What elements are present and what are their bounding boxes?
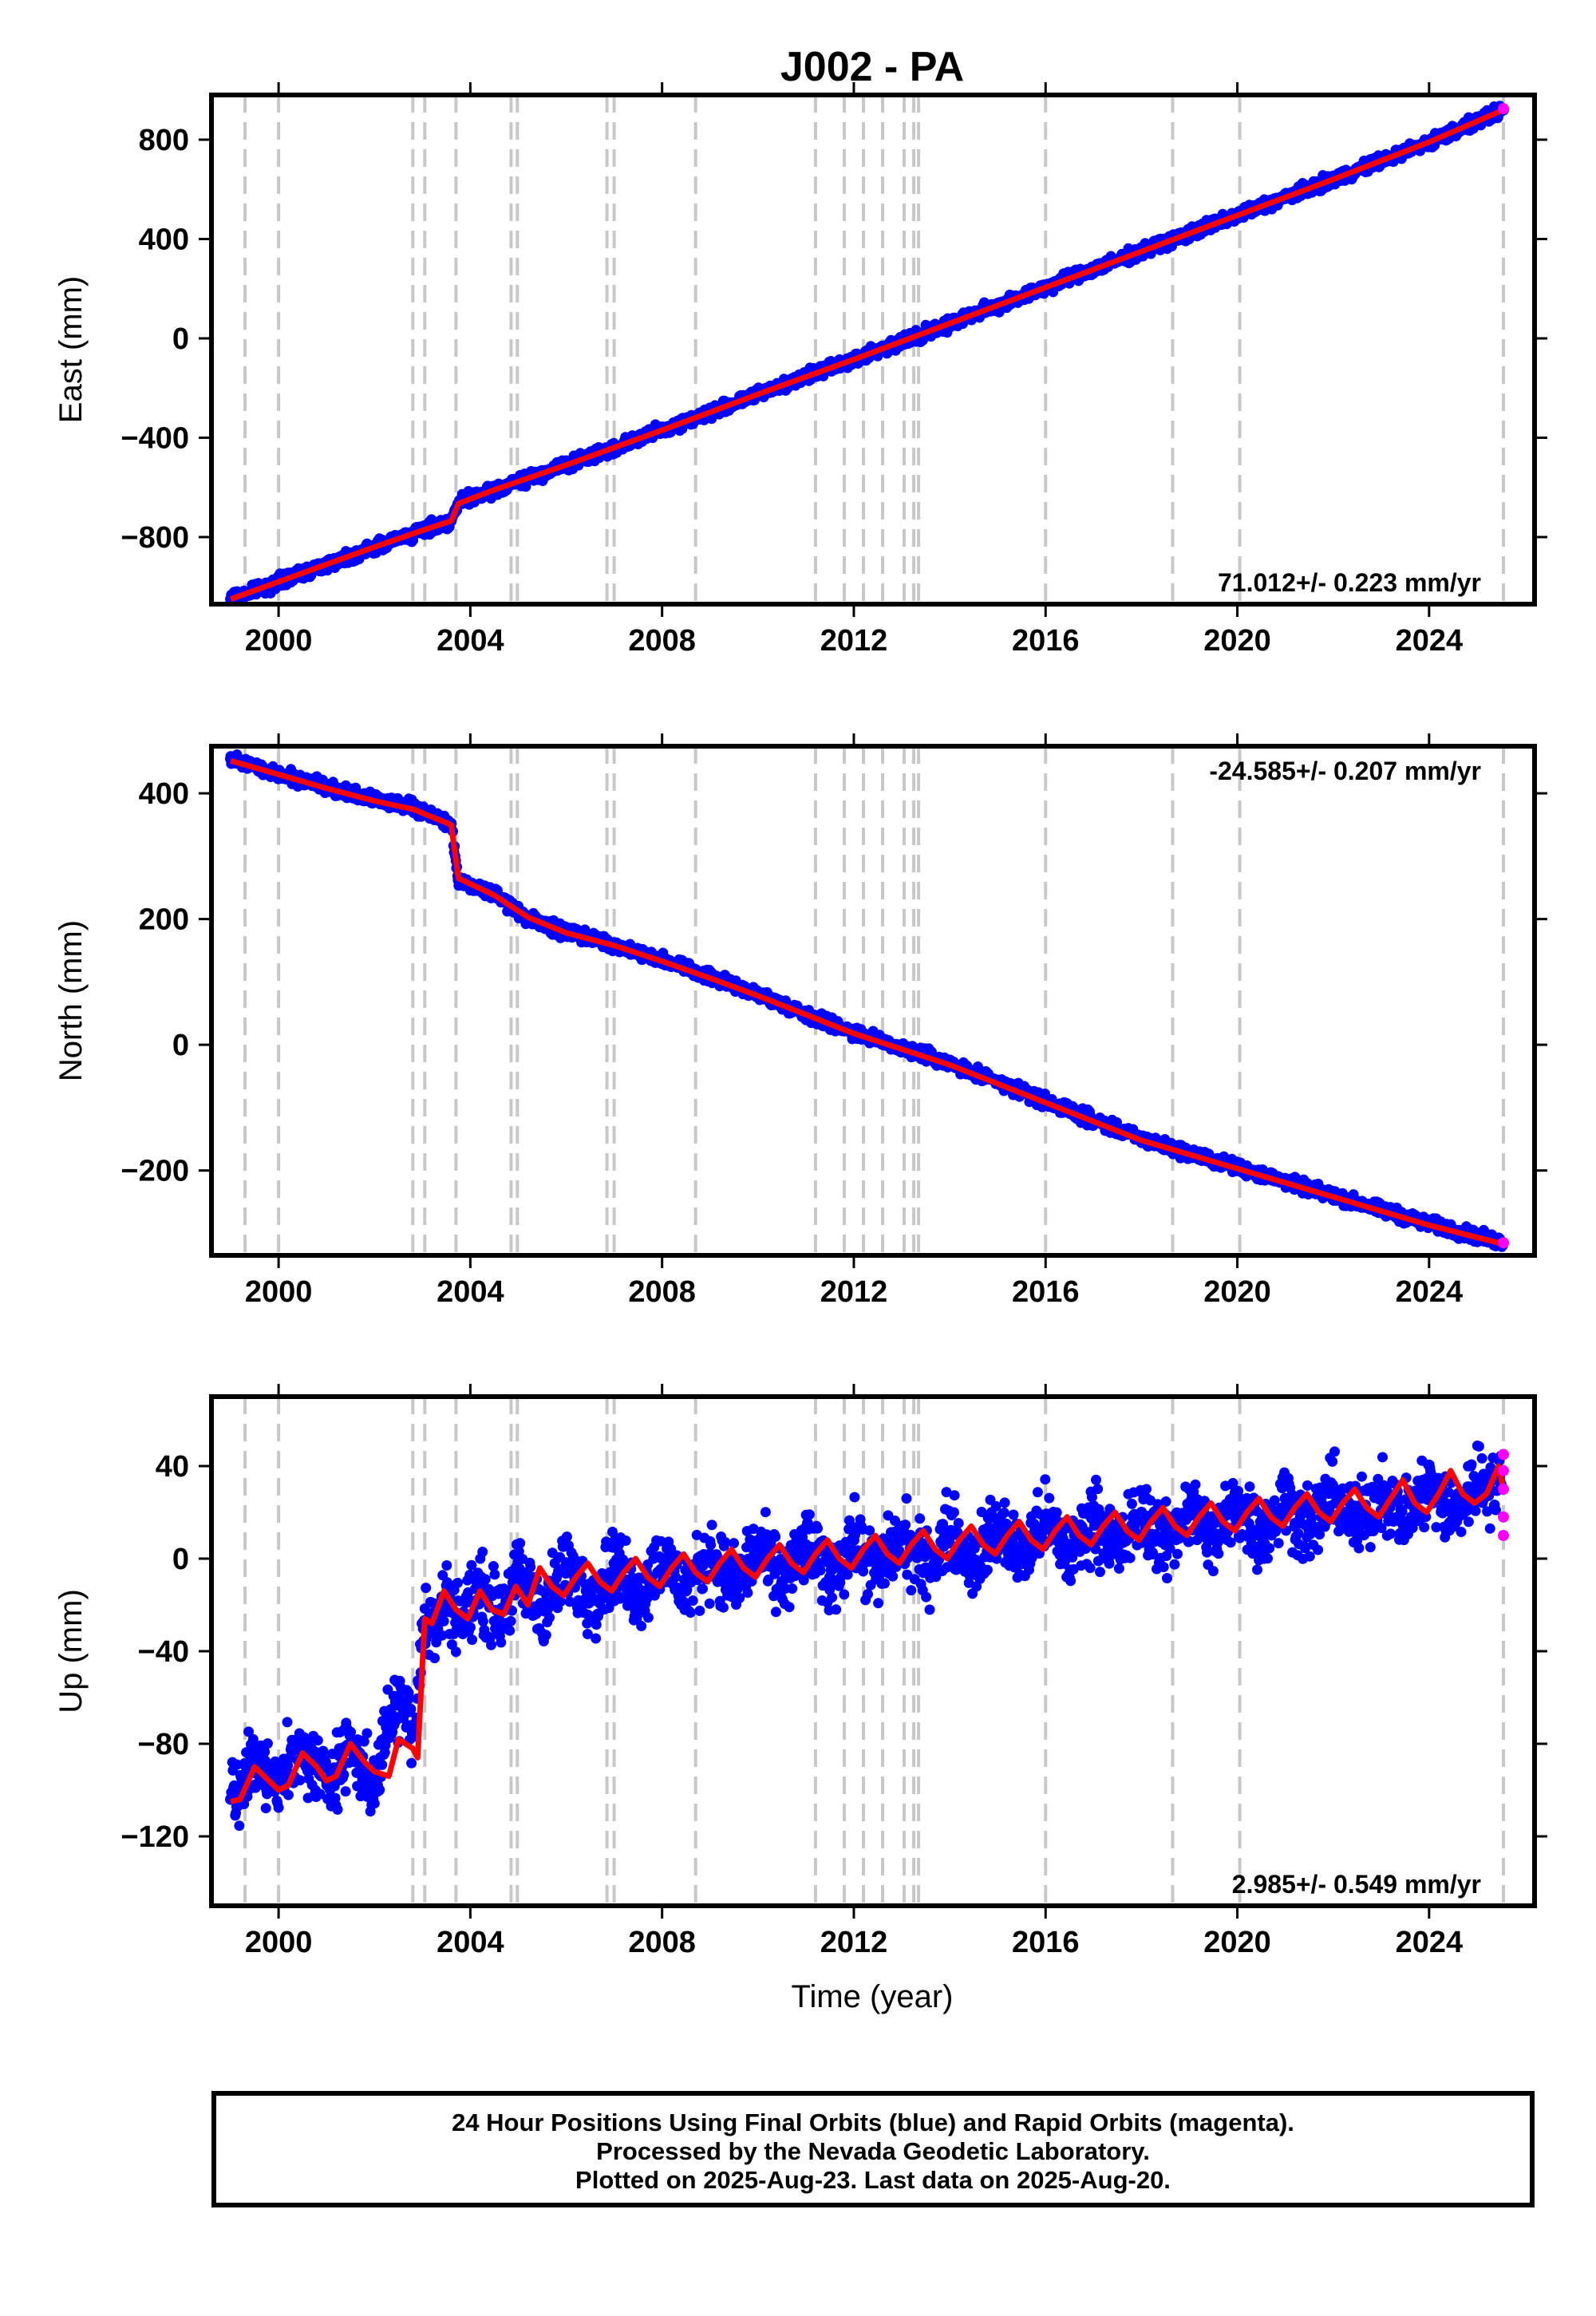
rapid-orbit-point	[1497, 103, 1509, 115]
plot-frame	[209, 93, 1537, 607]
y-tick-label: 800	[139, 124, 189, 157]
x-tick-label: 2008	[628, 1275, 696, 1309]
final-orbit-point	[405, 1704, 417, 1714]
final-orbit-point	[340, 1786, 351, 1797]
final-orbit-point	[358, 1736, 369, 1747]
up-panel: 2000 2004 2008 2012 2016 2020 2024−120−80−4004…	[53, 1384, 1547, 1959]
final-orbit-point	[332, 1804, 343, 1815]
x-tick-label: 2008	[628, 624, 696, 658]
x-tick-label: 2004	[437, 624, 504, 658]
final-orbit-point	[421, 1583, 432, 1594]
y-tick-label: 0	[172, 1029, 189, 1062]
final-orbit-point	[450, 1646, 461, 1658]
final-orbit-point	[321, 1757, 331, 1768]
y-tick-label: −200	[120, 1155, 189, 1188]
final-orbit-point	[262, 1738, 273, 1749]
final-orbit-point	[346, 1726, 357, 1737]
final-orbit-point	[314, 1788, 326, 1800]
y-tick-label: −800	[120, 521, 189, 555]
y-tick-label: 400	[139, 777, 189, 811]
y-axis-label: East (mm)	[53, 276, 89, 423]
x-tick-label: 2024	[1396, 1275, 1464, 1309]
final-orbit-point	[338, 1769, 350, 1780]
final-orbit-point	[282, 1717, 293, 1728]
plot-area	[225, 746, 1509, 1255]
x-tick-label: 2000	[245, 624, 313, 658]
x-tick-label: 2016	[1012, 624, 1080, 658]
final-orbit-point	[406, 1757, 417, 1769]
final-orbit-point	[234, 1820, 245, 1832]
final-orbit-point	[361, 1728, 373, 1739]
rate-annotation: 71.012+/- 0.223 mm/yr	[1218, 568, 1481, 597]
x-tick-label: 2020	[1203, 624, 1271, 658]
y-axis-label: North (mm)	[53, 920, 89, 1081]
x-tick-label: 2024	[1396, 624, 1464, 658]
rapid-orbit-point	[1497, 1237, 1509, 1249]
model-line	[229, 107, 1505, 603]
plot-frame	[209, 744, 1537, 1258]
y-tick-label: −400	[120, 421, 189, 455]
final-orbit-point	[452, 1577, 463, 1588]
x-tick-label: 2004	[437, 1275, 504, 1309]
final-orbit-point	[438, 1615, 449, 1626]
y-tick-label: 200	[139, 903, 189, 937]
final-orbit-point	[369, 1798, 380, 1809]
final-orbit-point	[282, 1789, 294, 1800]
final-orbit-point	[259, 1746, 271, 1757]
final-orbit-point	[403, 1687, 414, 1698]
final-orbit-point	[441, 1560, 452, 1571]
model-line	[230, 757, 1504, 1247]
chart-title: J002 - PA	[780, 44, 964, 90]
north-panel: 2000 2004 2008 2012 2016 2020 2024 −200 0 200 400 N…	[53, 733, 1547, 1309]
final-orbit-point	[294, 1775, 306, 1786]
rate-annotation: -24.585+/- 0.207 mm/yr	[1209, 757, 1481, 785]
plot-area	[225, 95, 1509, 604]
x-tick-label: 2012	[820, 624, 888, 658]
plot-area	[225, 1397, 1509, 1906]
x-tick-label: 2020	[1203, 1275, 1271, 1309]
final-orbit-point	[273, 1802, 284, 1813]
y-tick-label: 0	[172, 322, 189, 356]
final-orbit-point	[318, 1745, 329, 1757]
final-orbit-point	[377, 1759, 388, 1770]
x-tick-label: 2016	[1012, 1275, 1080, 1309]
final-orbit-point	[243, 1726, 254, 1737]
x-tick-label: 2012	[820, 1275, 888, 1309]
final-orbit-point	[312, 1735, 323, 1746]
final-orbit-point	[260, 1803, 271, 1814]
east-panel: 2000 2004 2008 2012 2016 2020 2024 −800 −400 0 400…	[53, 82, 1547, 658]
x-tick-label: 2000	[245, 1275, 313, 1309]
y-tick-label: 400	[139, 223, 189, 257]
final-orbit-point	[429, 1653, 440, 1664]
